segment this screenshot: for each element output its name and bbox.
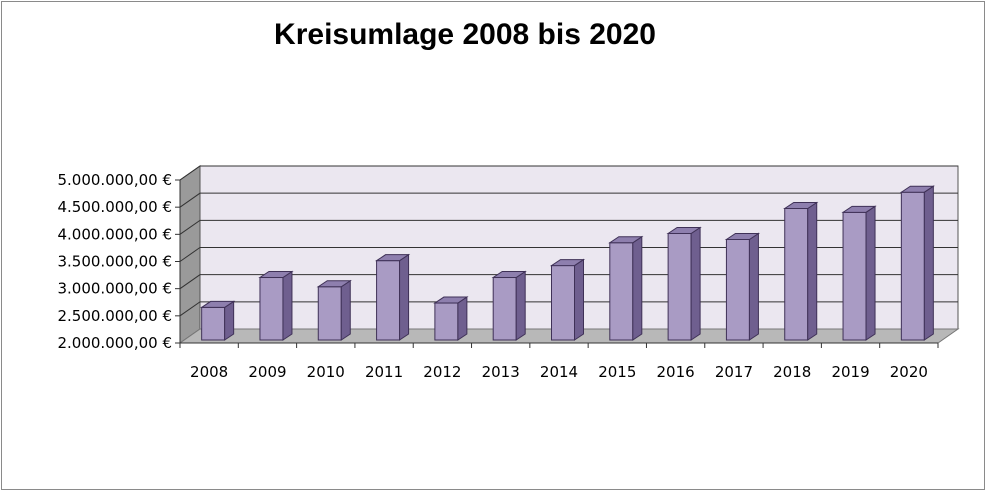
x-tick-label: 2019 (831, 363, 869, 381)
y-tick-label: 2.000.000,00 € (57, 334, 172, 352)
bar (666, 226, 702, 341)
bar-side (748, 232, 759, 341)
bar (899, 185, 935, 341)
bar (491, 270, 527, 341)
bar-top (783, 202, 819, 210)
bar-side (340, 279, 351, 341)
bar-top (899, 185, 935, 193)
bar-side (923, 185, 934, 341)
x-tick-label: 2010 (307, 363, 345, 381)
x-tick-label: 2018 (773, 363, 811, 381)
bar-top (316, 280, 352, 288)
y-tick-label: 3.500.000,00 € (57, 253, 172, 271)
bar-front (317, 286, 342, 341)
bar-front (376, 260, 401, 341)
bar-front (784, 208, 809, 341)
bar-front (201, 306, 226, 341)
bar-side (865, 205, 876, 341)
bar-top (258, 271, 294, 279)
bar-side (457, 296, 468, 341)
y-tick-label: 4.500.000,00 € (57, 198, 172, 216)
bar-front (667, 233, 692, 341)
bar-side (632, 235, 643, 341)
bar-front (842, 211, 867, 341)
bar (549, 258, 586, 341)
bar (433, 296, 469, 341)
bar (374, 253, 411, 341)
x-tick-label: 2013 (482, 363, 520, 381)
bar-side (690, 226, 701, 341)
bar (316, 279, 352, 341)
bar-side (282, 270, 293, 341)
bar-side (224, 300, 235, 341)
gridline (179, 301, 958, 317)
bar-top (433, 296, 469, 304)
x-tick-label: 2015 (598, 363, 636, 381)
bar-front (551, 265, 575, 341)
y-tick-label: 3.000.000,00 € (57, 280, 172, 298)
y-tick-label: 4.000.000,00 € (57, 225, 172, 243)
bar (783, 201, 819, 341)
gridline (179, 192, 958, 208)
bar-top (549, 259, 586, 267)
bar-front (434, 302, 459, 341)
gridline (179, 274, 958, 290)
bar (258, 270, 294, 341)
bar-side (399, 253, 410, 341)
bar-top (841, 205, 877, 213)
bar-top (374, 254, 411, 262)
bar-front (900, 191, 925, 341)
gridline (179, 165, 958, 181)
y-tick-label: 2.500.000,00 € (57, 307, 172, 325)
x-tick-label: 2009 (248, 363, 286, 381)
x-tick-label: 2008 (190, 363, 228, 381)
bar-top (200, 300, 236, 308)
x-tick-label: 2012 (423, 363, 461, 381)
bar (724, 232, 761, 341)
bar-front (609, 242, 634, 341)
gridline (179, 247, 958, 262)
gridline (179, 219, 958, 235)
bar-side (574, 258, 584, 341)
bar-front (259, 277, 284, 341)
x-tick-label: 2016 (657, 363, 695, 381)
bar-front (725, 238, 750, 341)
chart-title: Kreisumlage 2008 bis 2020 (274, 18, 656, 51)
bar (200, 300, 236, 341)
bar-top (666, 227, 702, 235)
bar-front (492, 277, 517, 341)
x-tick-label: 2014 (540, 363, 578, 381)
bar-side (807, 201, 818, 341)
bar (608, 235, 644, 341)
x-tick-label: 2017 (715, 363, 753, 381)
bar-top (724, 232, 761, 240)
x-tick-label: 2011 (365, 363, 403, 381)
y-tick-label: 5.000.000,00 € (57, 171, 172, 189)
bar-top (491, 271, 527, 279)
bar (841, 205, 877, 341)
bar-top (608, 236, 644, 244)
bar-side (515, 270, 526, 341)
x-tick-label: 2020 (890, 363, 928, 381)
